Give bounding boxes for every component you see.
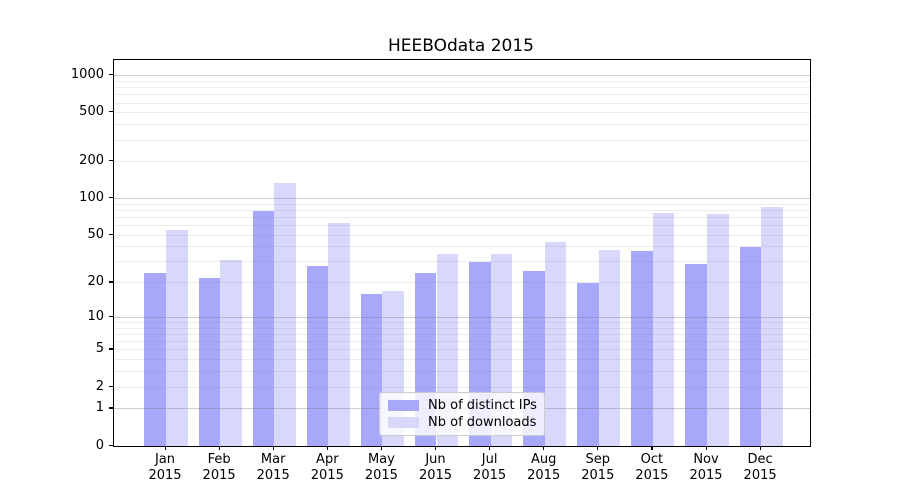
x-tick-label-feb: Feb 2015 xyxy=(202,452,236,483)
legend-row-distinct-ips: Nb of distinct IPs xyxy=(380,397,544,414)
x-tick-mark xyxy=(218,446,220,450)
legend: Nb of distinct IPs Nb of downloads xyxy=(379,392,545,436)
bar-downloads-jan xyxy=(166,230,188,446)
x-tick-mark xyxy=(380,446,383,450)
y-tick-label: 500 xyxy=(79,104,104,120)
bar-downloads-apr xyxy=(328,223,350,446)
legend-label-downloads: Nb of downloads xyxy=(428,415,537,430)
bar-distinct-ips-jan xyxy=(144,273,166,446)
y-tick-mark xyxy=(109,385,113,387)
x-tick-mark xyxy=(597,446,599,450)
x-tick-label-apr: Apr 2015 xyxy=(310,452,344,483)
bar-distinct-ips-mar xyxy=(252,211,275,446)
bar-distinct-ips-may xyxy=(360,294,383,446)
bar-downloads-oct xyxy=(652,213,675,446)
bar-distinct-ips-apr xyxy=(306,265,329,446)
bar-downloads-dec xyxy=(761,207,783,446)
bar-distinct-ips-feb xyxy=(198,277,221,446)
y-tick-label: 1 xyxy=(95,400,104,416)
x-tick-label-oct: Oct 2015 xyxy=(635,452,669,483)
y-tick-label: 200 xyxy=(79,153,104,169)
x-tick-mark xyxy=(651,446,653,450)
bars-layer xyxy=(114,60,810,446)
x-tick-mark xyxy=(759,446,761,450)
legend-row-downloads: Nb of downloads xyxy=(380,414,544,431)
x-tick-label-jan: Jan 2015 xyxy=(148,452,182,483)
y-tick-mark xyxy=(109,74,113,76)
x-tick-label-nov: Nov 2015 xyxy=(689,452,723,483)
y-tick-label: 5 xyxy=(95,341,104,357)
bar-downloads-feb xyxy=(220,260,242,446)
y-tick-mark xyxy=(109,111,113,113)
x-tick-label-dec: Dec 2015 xyxy=(743,452,777,483)
x-tick-label-mar: Mar 2015 xyxy=(256,452,290,483)
y-tick-mark xyxy=(109,233,113,235)
x-tick-label-jun: Jun 2015 xyxy=(418,452,453,483)
bar-downloads-aug xyxy=(544,241,567,446)
x-tick-mark xyxy=(272,446,274,450)
plot-area: Nb of distinct IPs Nb of downloads xyxy=(113,59,811,447)
y-tick-mark xyxy=(109,348,113,350)
y-tick-mark xyxy=(109,160,113,162)
x-tick-mark xyxy=(489,446,491,450)
x-tick-mark xyxy=(326,446,328,450)
y-tick-mark xyxy=(109,281,113,283)
chart-title: HEEBOdata 2015 xyxy=(388,36,534,56)
bar-distinct-ips-nov xyxy=(685,263,707,446)
x-tick-label-aug: Aug 2015 xyxy=(527,452,561,483)
y-tick-mark xyxy=(109,197,113,199)
bar-distinct-ips-oct xyxy=(631,251,653,446)
y-tick-label: 0 xyxy=(95,437,104,453)
x-tick-mark xyxy=(164,446,166,450)
legend-swatch-distinct-ips xyxy=(388,400,419,411)
legend-label-distinct-ips: Nb of distinct IPs xyxy=(428,398,537,413)
x-tick-mark xyxy=(705,446,707,450)
y-tick-mark xyxy=(109,407,113,409)
bar-distinct-ips-sep xyxy=(577,282,599,446)
bar-distinct-ips-dec xyxy=(739,246,762,446)
y-tick-mark xyxy=(109,444,113,446)
x-tick-mark xyxy=(435,446,437,450)
bar-downloads-sep xyxy=(598,249,621,446)
bar-downloads-nov xyxy=(707,213,729,446)
x-tick-label-may: May 2015 xyxy=(364,452,398,483)
x-tick-label-sep: Sep 2015 xyxy=(581,452,615,483)
y-tick-label: 2 xyxy=(95,378,104,394)
y-tick-mark xyxy=(109,315,113,318)
y-tick-label: 50 xyxy=(87,226,104,242)
bar-downloads-mar xyxy=(274,182,296,446)
y-tick-label: 20 xyxy=(87,274,104,290)
y-tick-label: 100 xyxy=(79,190,104,206)
x-tick-mark xyxy=(543,446,545,450)
legend-swatch-downloads xyxy=(388,417,419,428)
y-tick-label: 10 xyxy=(87,308,104,324)
x-tick-label-jul: Jul 2015 xyxy=(473,452,507,483)
y-tick-label: 1000 xyxy=(70,67,104,83)
